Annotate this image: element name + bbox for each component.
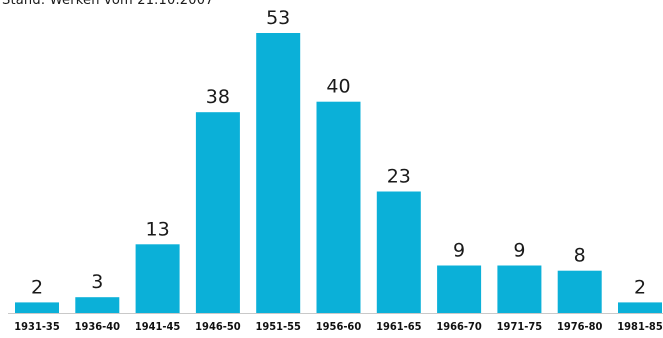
x-tick-label: 1971-75 [497,320,543,333]
chart-header-text: Stand: Werken vom 21.10.2007 [2,0,214,8]
bar-value-label: 2 [31,276,43,298]
bar-value-label: 53 [266,7,290,29]
x-tick-label: 1941-45 [135,320,181,333]
bar-1981-85 [618,302,662,313]
x-tick-label: 1951-55 [255,320,301,333]
bar-value-label: 40 [326,76,350,98]
x-tick-label: 1946-50 [195,320,241,333]
bar-1961-65 [376,191,421,313]
bar-1976-80 [557,270,602,313]
bar-1946-50 [195,112,240,313]
bar-1966-70 [437,265,482,313]
bar-value-label: 8 [574,245,586,267]
x-tick-label: 1966-70 [436,320,482,333]
x-tick-label: 1961-65 [376,320,422,333]
x-tick-label: 1936-40 [75,320,121,333]
tick-labels-group: 1931-35 1936-40 1941-45 1946-50 1951-55 1956-… [14,320,663,333]
bar-1936-40 [75,297,120,313]
bar-value-label: 9 [453,240,465,262]
bar-value-label: 2 [634,276,646,298]
x-tick-label: 1956-60 [316,320,362,333]
bars-group [15,33,662,313]
x-tick-label: 1976-80 [557,320,603,333]
bar-1941-45 [135,244,180,313]
bar-value-label: 23 [387,166,411,188]
bar-1931-35 [15,302,59,313]
bar-value-label: 38 [206,86,230,108]
bar-1956-60 [316,101,361,313]
bar-1951-55 [256,33,301,313]
x-tick-label: 1931-35 [14,320,60,333]
bar-value-label: 13 [146,218,170,240]
bar-value-label: 9 [513,240,525,262]
x-tick-label: 1981-85 [617,320,663,333]
bar-value-label: 3 [91,271,103,293]
bar-1971-75 [497,265,542,313]
